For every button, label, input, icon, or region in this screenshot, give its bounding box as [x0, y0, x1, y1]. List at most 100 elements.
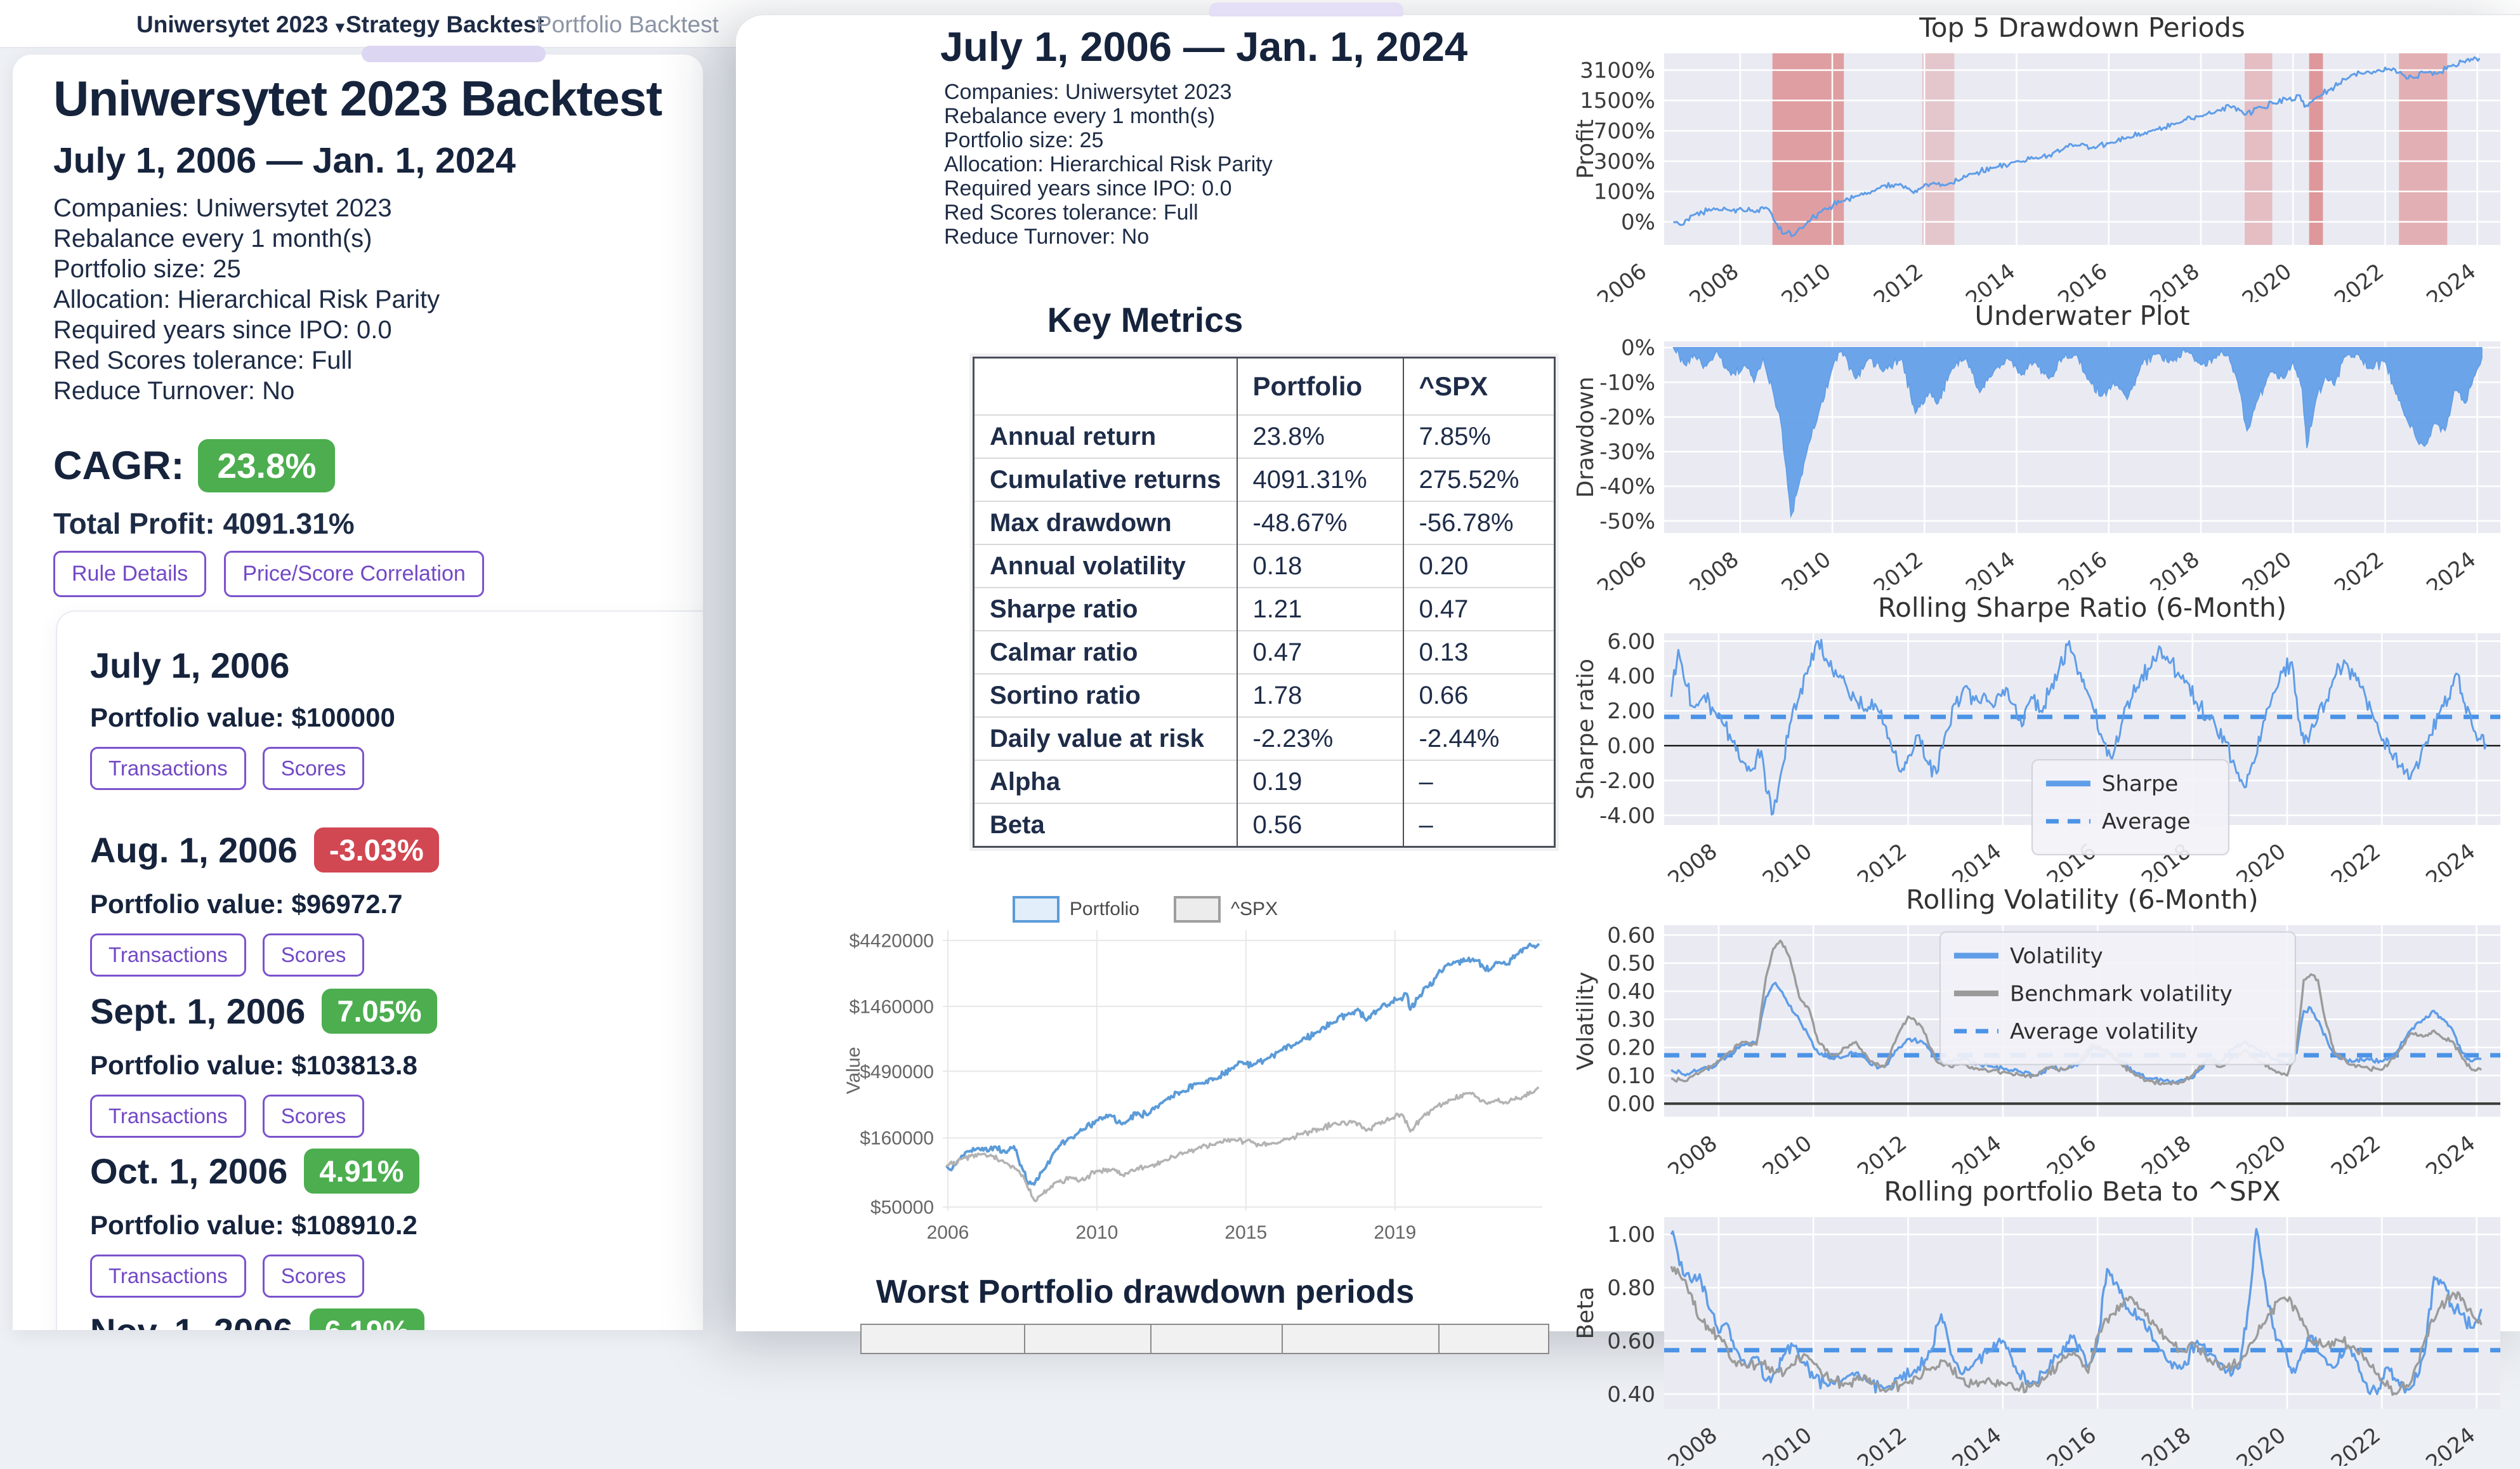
svg-text:2022: 2022: [2330, 547, 2389, 590]
metric-portfolio: 1.78: [1236, 673, 1403, 717]
setting-line: Red Scores tolerance: Full: [53, 346, 353, 374]
tab-strategy-backtest[interactable]: Strategy Backtest: [346, 11, 544, 37]
metric-portfolio: 0.47: [1236, 630, 1403, 674]
table-row: Sortino ratio 1.78 0.66: [973, 673, 1555, 717]
svg-text:2008: 2008: [1685, 259, 1744, 302]
svg-text:Average: Average: [2102, 809, 2191, 834]
backtest-settings: Companies: Uniwersytet 2023 Rebalance ev…: [53, 193, 440, 406]
svg-text:300%: 300%: [1594, 149, 1655, 175]
date-range: July 1, 2006 — Jan. 1, 2024: [53, 140, 516, 181]
svg-text:1.00: 1.00: [1607, 1222, 1655, 1248]
workspace-menu[interactable]: Uniwersytet 2023 ▾: [136, 11, 344, 38]
transactions-button[interactable]: Transactions: [90, 747, 246, 790]
svg-text:2008: 2008: [1664, 839, 1723, 882]
metric-spx: -56.78%: [1402, 501, 1555, 544]
rolling-sharpe-chart: 6.00 4.00 2.00 0.00 -2.00 -4.00 2008 2010 2012 20…: [1558, 592, 2516, 892]
portfolio-value: Portfolio value: $96972.7: [90, 889, 403, 919]
svg-text:0.40: 0.40: [1607, 979, 1655, 1005]
metric-spx: 0.66: [1402, 673, 1555, 717]
transactions-button[interactable]: Transactions: [90, 1095, 246, 1138]
svg-text:2006: 2006: [927, 1222, 969, 1243]
svg-text:Underwater Plot: Underwater Plot: [1974, 303, 2189, 331]
svg-text:0.50: 0.50: [1607, 951, 1655, 977]
table-header-cell: [1440, 1324, 1549, 1354]
scores-button[interactable]: Scores: [262, 1095, 365, 1138]
metric-col-header: [974, 358, 1237, 416]
return-badge: 4.91%: [304, 1149, 419, 1194]
svg-text:2010: 2010: [1758, 839, 1817, 882]
metric-portfolio: 0.19: [1236, 760, 1403, 803]
metric-spx: 275.52%: [1402, 458, 1555, 501]
page-title: Uniwersytet 2023 Backtest: [53, 70, 662, 126]
chevron-down-icon: ▾: [336, 17, 345, 36]
svg-text:2019: 2019: [1374, 1222, 1416, 1243]
table-row: Alpha 0.19–: [973, 760, 1555, 803]
svg-text:2020: 2020: [2238, 547, 2297, 590]
svg-text:2022: 2022: [2326, 1423, 2385, 1466]
transactions-button[interactable]: Transactions: [90, 1255, 246, 1298]
svg-text:2016: 2016: [2054, 259, 2113, 302]
svg-text:6.00: 6.00: [1607, 629, 1655, 654]
entry-date: Sept. 1, 2006: [90, 991, 306, 1031]
setting-line: Portfolio size: 25: [944, 128, 1104, 152]
svg-text:-40%: -40%: [1599, 474, 1655, 499]
svg-text:$1460000: $1460000: [850, 997, 934, 1018]
scores-button[interactable]: Scores: [262, 747, 365, 790]
rule-details-button[interactable]: Rule Details: [53, 551, 207, 597]
legend-label: ^SPX: [1230, 899, 1278, 919]
svg-text:2024: 2024: [2421, 1423, 2480, 1466]
active-tab-indicator: [362, 46, 546, 62]
metric-spx: 0.47: [1402, 587, 1555, 631]
svg-text:2012: 2012: [1853, 1423, 1912, 1466]
metric-portfolio: 4091.31%: [1236, 458, 1403, 501]
metric-label: Daily value at risk: [973, 716, 1237, 760]
svg-text:2022: 2022: [2326, 1131, 2385, 1174]
svg-text:Rolling portfolio Beta to ^SPX: Rolling portfolio Beta to ^SPX: [1884, 1179, 2280, 1207]
setting-line: Allocation: Hierarchical Risk Parity: [944, 152, 1273, 176]
svg-text:0%: 0%: [1621, 336, 1655, 361]
svg-text:Rolling Volatility (6-Month): Rolling Volatility (6-Month): [1906, 887, 2259, 915]
svg-text:-4.00: -4.00: [1599, 803, 1655, 829]
svg-text:2010: 2010: [1758, 1131, 1817, 1174]
svg-text:2024: 2024: [2421, 839, 2480, 882]
entry-date: July 1, 2006: [90, 645, 290, 685]
metric-label: Max drawdown: [973, 501, 1237, 544]
setting-line: Reduce Turnover: No: [944, 225, 1150, 249]
svg-text:0.80: 0.80: [1607, 1275, 1655, 1301]
spx-swatch: [1173, 896, 1221, 923]
modal-date-range: July 1, 2006 — Jan. 1, 2024: [940, 23, 1468, 70]
return-badge: 6.19%: [309, 1308, 424, 1330]
metric-label: Calmar ratio: [973, 630, 1237, 674]
transactions-button[interactable]: Transactions: [90, 933, 246, 977]
table-row: Calmar ratio 0.47 0.13: [973, 630, 1555, 674]
svg-text:2010: 2010: [1777, 547, 1836, 590]
svg-text:2016: 2016: [2042, 1423, 2101, 1466]
svg-text:Volatility: Volatility: [1573, 972, 1599, 1070]
price-score-correlation-button[interactable]: Price/Score Correlation: [224, 551, 484, 597]
underwater-plot-chart: 0% -10% -20% -30% -40% -50% 2006 2008 2010 2012 20…: [1558, 300, 2516, 600]
svg-text:2018: 2018: [2146, 259, 2205, 302]
svg-text:-50%: -50%: [1599, 509, 1655, 534]
svg-text:3100%: 3100%: [1580, 58, 1655, 83]
tab-portfolio-backtest[interactable]: Portfolio Backtest: [536, 11, 719, 37]
svg-text:0%: 0%: [1621, 210, 1655, 235]
workspace-menu-label: Uniwersytet 2023: [136, 11, 329, 37]
table-row: Max drawdown -48.67% -56.78%: [973, 501, 1555, 544]
metric-spx: 0.20: [1402, 544, 1555, 588]
svg-text:2010: 2010: [1777, 259, 1836, 302]
scores-button[interactable]: Scores: [262, 933, 365, 977]
scores-button[interactable]: Scores: [262, 1255, 365, 1298]
cagr-label: CAGR:: [53, 444, 185, 488]
top5-drawdown-chart: 3100% 1500% 700% 300% 100% 0% 2006 2008 2010 2012…: [1558, 12, 2516, 312]
setting-line: Companies: Uniwersytet 2023: [53, 194, 392, 222]
list-item: Nov. 1, 20066.19% Portfolio value: $1156…: [90, 1308, 424, 1330]
cagr-row: CAGR: 23.8%: [53, 439, 336, 492]
svg-text:-2.00: -2.00: [1599, 768, 1655, 794]
list-item: Oct. 1, 2006 4.91% Portfolio value: $1089…: [90, 1149, 419, 1298]
svg-text:2006: 2006: [1592, 547, 1651, 590]
svg-text:2015: 2015: [1224, 1222, 1267, 1243]
modal-settings: Companies: Uniwersytet 2023 Rebalance ev…: [944, 80, 1273, 249]
metric-spx: 7.85%: [1402, 414, 1555, 458]
svg-text:2024: 2024: [2421, 1131, 2480, 1174]
legend-item-spx: ^SPX: [1173, 896, 1278, 923]
